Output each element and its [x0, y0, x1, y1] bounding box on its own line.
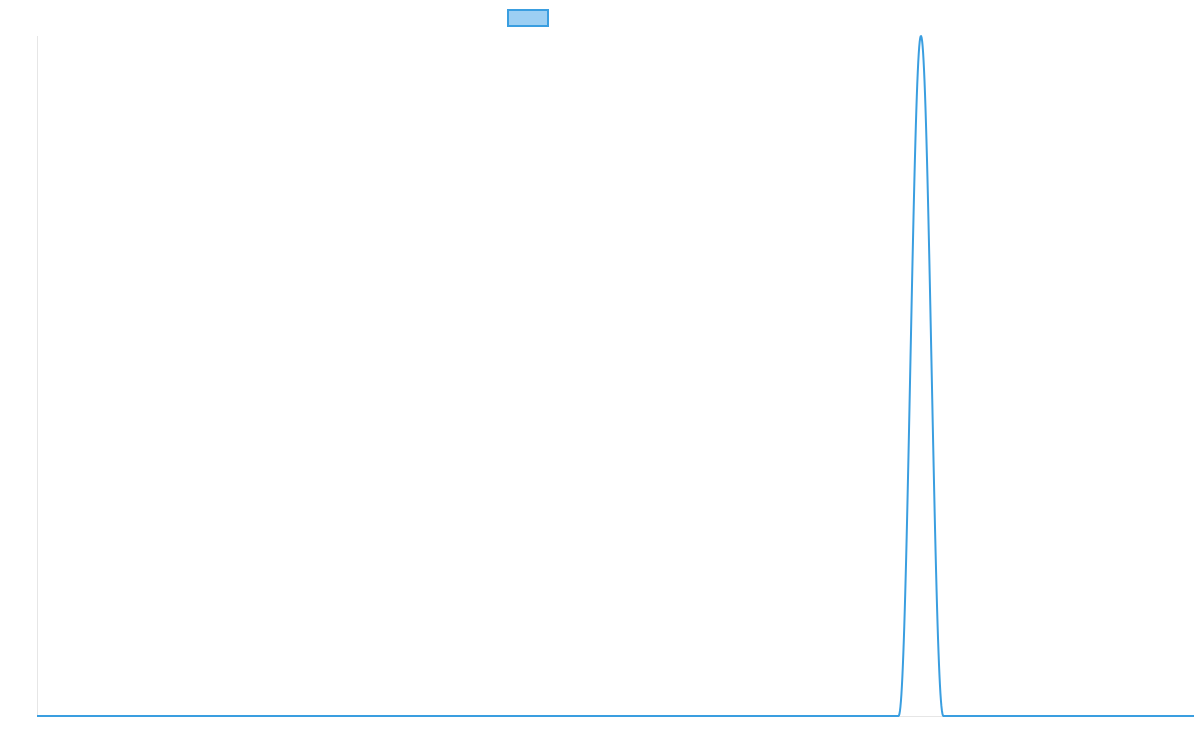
series-line — [36, 35, 1195, 717]
legend[interactable] — [507, 9, 549, 27]
legend-swatch[interactable] — [507, 9, 549, 27]
